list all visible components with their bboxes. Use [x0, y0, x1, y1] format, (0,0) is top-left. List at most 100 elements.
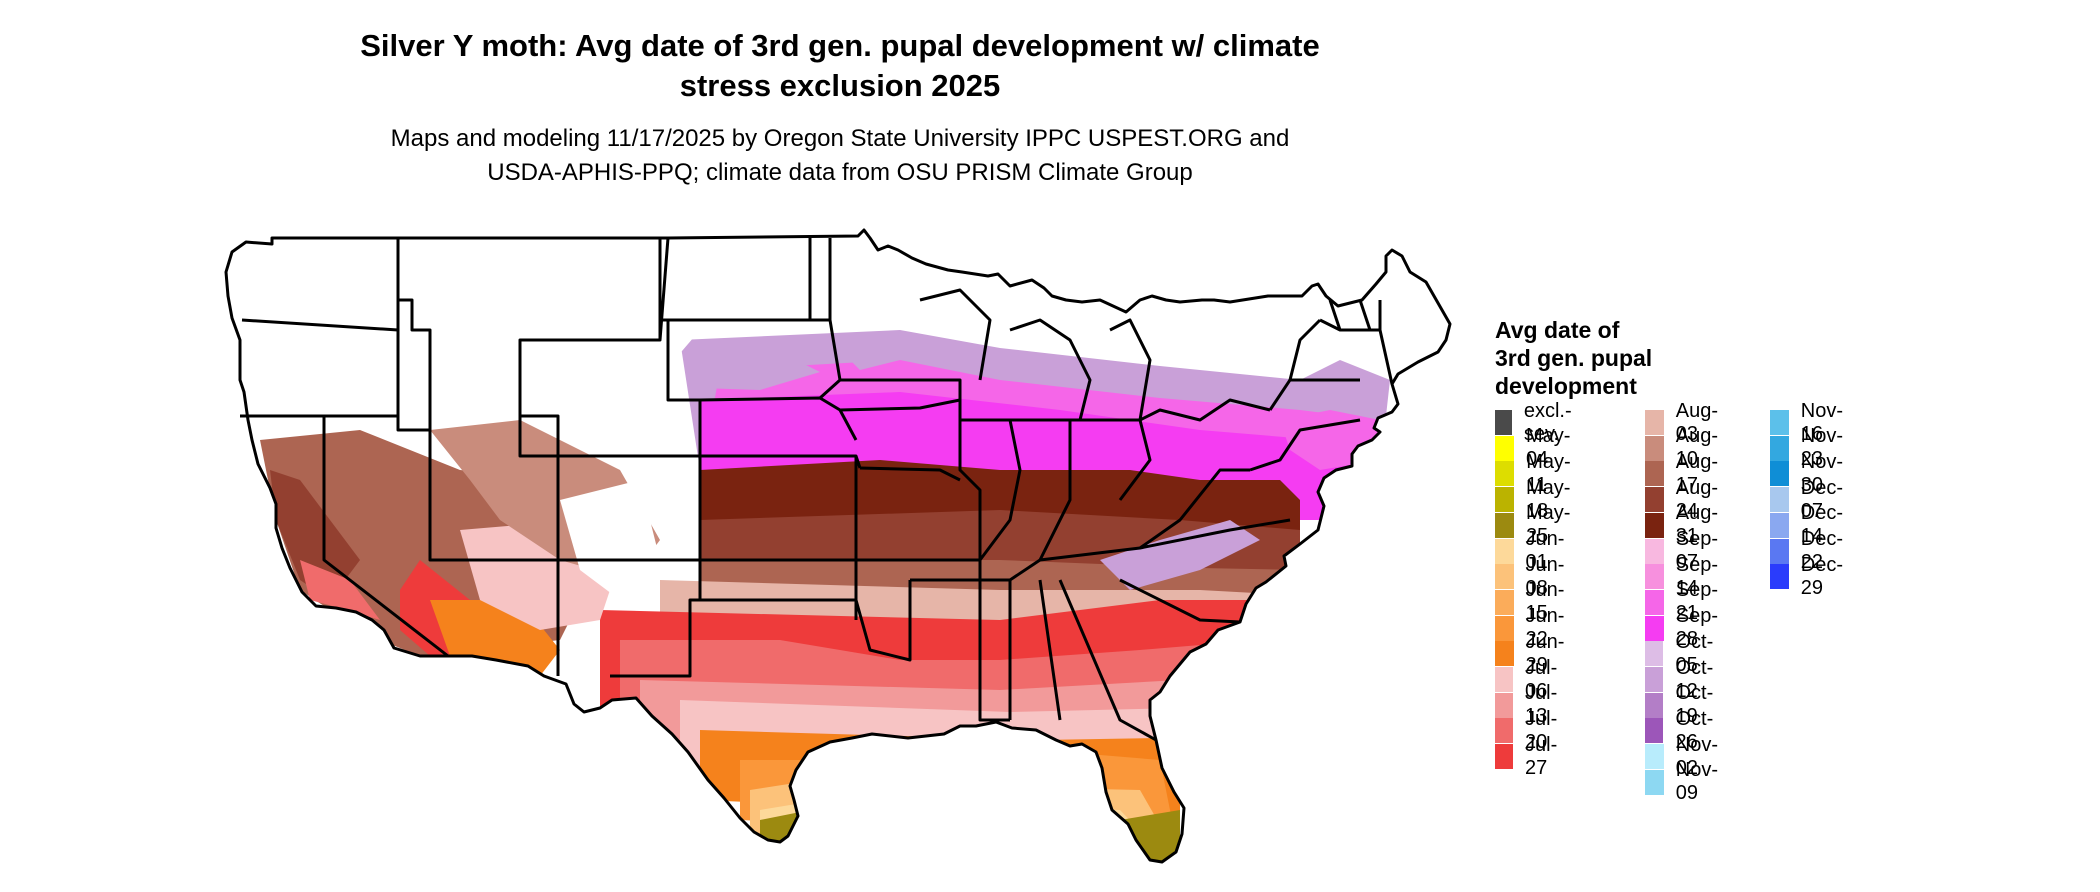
legend-item: Nov-09 [1645, 759, 1724, 804]
legend-item: Jun-29 [1495, 631, 1571, 676]
legend-label: Jul-20 [1525, 707, 1558, 753]
legend-item: Oct-19 [1645, 682, 1720, 727]
legend-label: Oct-12 [1675, 656, 1714, 702]
legend-label: Aug-31 [1675, 502, 1719, 548]
legend: Avg date of 3rd gen. pupal development e… [1495, 316, 2055, 816]
legend-swatch [1645, 512, 1664, 538]
map-subtitle-line2: USDA-APHIS-PPQ; climate data from OSU PR… [487, 159, 1193, 186]
legend-label: Jun-08 [1525, 553, 1565, 599]
map-subtitle-line1: Maps and modeling 11/17/2025 by Oregon S… [390, 125, 1290, 152]
legend-item: Jun-15 [1495, 579, 1571, 624]
legend-swatch [1495, 744, 1513, 770]
legend-swatch [1495, 410, 1512, 435]
legend-item: May-18 [1495, 477, 1576, 522]
legend-swatch [1770, 410, 1789, 435]
legend-swatch [1495, 564, 1514, 590]
legend-swatch [1645, 435, 1664, 461]
legend-label: Sep-14 [1675, 553, 1719, 599]
legend-label: Jun-22 [1525, 605, 1565, 651]
legend-item: Dec-14 [1770, 502, 1849, 547]
legend-swatch [1645, 744, 1664, 770]
legend-item: Sep-14 [1645, 554, 1724, 599]
legend-label: Aug-10 [1675, 425, 1719, 471]
legend-label: Sep-28 [1675, 605, 1719, 651]
legend-item: Oct-26 [1645, 708, 1720, 753]
legend-label: Jul-27 [1525, 733, 1558, 779]
legend-item: May-11 [1495, 451, 1576, 496]
map-title-line1: Silver Y moth: Avg date of 3rd gen. pupa… [360, 28, 1320, 63]
legend-label: Jun-15 [1525, 579, 1565, 625]
legend-label: Aug-24 [1675, 476, 1719, 522]
legend-swatch [1495, 589, 1514, 615]
legend-label: Jun-29 [1525, 630, 1565, 676]
legend-item: Jul-13 [1495, 682, 1564, 727]
legend-label: Nov-23 [1800, 425, 1844, 471]
legend-item: Jul-06 [1495, 657, 1564, 702]
state-boundaries [224, 228, 1452, 864]
legend-label: Oct-26 [1675, 707, 1714, 753]
legend-swatch [1495, 487, 1514, 513]
legend-item: Jun-01 [1495, 528, 1571, 573]
legend-label: Jul-13 [1525, 682, 1558, 728]
legend-swatch [1645, 692, 1664, 718]
legend-swatch [1495, 641, 1514, 667]
legend-label: Dec-14 [1800, 502, 1844, 548]
legend-swatch [1495, 435, 1514, 461]
legend-item: Jul-27 [1495, 734, 1564, 779]
legend-title-line1: Avg date of [1495, 317, 1620, 343]
legend-swatch [1645, 589, 1664, 615]
legend-item: excl.-sev. [1495, 400, 1580, 445]
legend-label: Aug-03 [1675, 399, 1719, 445]
legend-item: Oct-12 [1645, 657, 1720, 702]
legend-swatch [1645, 461, 1664, 487]
legend-label: Jul-06 [1525, 656, 1558, 702]
legend-swatch [1495, 461, 1515, 487]
legend-label: Nov-09 [1675, 759, 1719, 805]
legend-swatch [1495, 667, 1513, 692]
legend-label: Oct-05 [1675, 630, 1714, 676]
legend-swatch [1645, 487, 1664, 513]
legend-swatch [1645, 718, 1664, 744]
legend-label: Oct-19 [1675, 682, 1714, 728]
legend-item: Aug-03 [1645, 400, 1724, 445]
legend-swatch [1495, 615, 1514, 641]
legend-item: Sep-28 [1645, 605, 1724, 650]
legend-label: Nov-30 [1800, 450, 1844, 496]
legend-swatch [1770, 564, 1789, 590]
legend-item: Nov-30 [1770, 451, 1849, 496]
legend-label: Sep-21 [1675, 579, 1719, 625]
legend-label: May-04 [1525, 425, 1571, 471]
legend-swatch [1495, 512, 1514, 538]
legend-item: Dec-29 [1770, 554, 1849, 599]
legend-swatch [1770, 512, 1789, 538]
legend-swatch [1495, 692, 1513, 718]
legend-item: Aug-10 [1645, 425, 1724, 470]
legend-label: excl.-sev. [1523, 399, 1572, 445]
legend-title-line2: 3rd gen. pupal [1495, 345, 1653, 371]
legend-swatch [1645, 615, 1664, 641]
legend-swatch [1770, 461, 1789, 487]
legend-label: Sep-07 [1675, 528, 1719, 573]
development-zones [226, 230, 1450, 862]
legend-swatch [1645, 769, 1664, 795]
legend-swatch [1770, 487, 1789, 513]
legend-item: Nov-02 [1645, 734, 1724, 779]
map-title-line2: stress exclusion 2025 [679, 68, 1001, 103]
legend-item: Aug-17 [1645, 451, 1724, 496]
legend-item: Nov-16 [1770, 400, 1849, 445]
legend-item: Jul-20 [1495, 708, 1564, 753]
legend-item: Dec-07 [1770, 477, 1849, 522]
legend-item: Aug-24 [1645, 477, 1724, 522]
legend-swatch [1770, 435, 1789, 461]
legend-label: May-11 [1526, 450, 1571, 496]
legend-label: Dec-29 [1800, 553, 1844, 599]
legend-label: Nov-16 [1800, 399, 1844, 445]
legend-item: Dec-22 [1770, 528, 1849, 573]
legend-item: May-04 [1495, 425, 1576, 470]
legend-swatch [1495, 538, 1514, 564]
legend-item: Jun-08 [1495, 554, 1571, 599]
legend-item: Jun-22 [1495, 605, 1571, 650]
legend-swatch [1645, 410, 1664, 435]
